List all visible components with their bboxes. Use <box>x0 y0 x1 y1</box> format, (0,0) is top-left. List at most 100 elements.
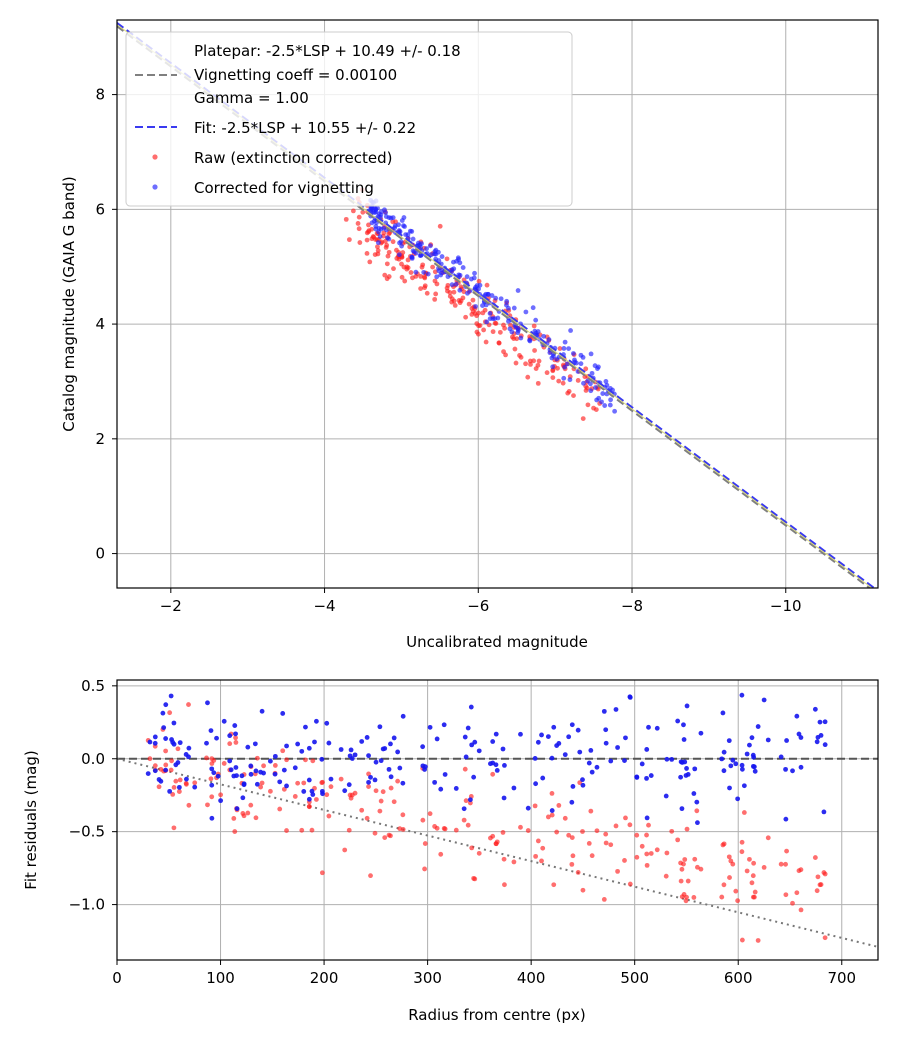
calibration-x-tick-label: −10 <box>770 597 802 615</box>
calibration-raw-point <box>476 278 482 284</box>
calibration-raw-point <box>375 244 380 250</box>
calibration-corrected-point <box>373 209 379 215</box>
calibration-corrected-point <box>392 225 398 231</box>
calibration-corrected-point <box>581 380 586 386</box>
residuals-raw-point <box>168 767 174 773</box>
calibration-raw-point <box>419 264 425 270</box>
residuals-corrected-point <box>535 739 541 745</box>
calibration-x-tick-label: −8 <box>621 597 643 615</box>
residuals-raw-point <box>152 763 158 769</box>
residuals-corrected-point <box>502 762 507 768</box>
residuals-y-tick-label: 0.0 <box>81 750 105 768</box>
calibration-corrected-point <box>530 305 536 311</box>
residuals-corrected-point <box>627 695 633 700</box>
residuals-raw-point <box>319 780 325 786</box>
residuals-raw-point <box>272 763 278 768</box>
residuals-raw-point <box>171 825 177 831</box>
residuals-corrected-point <box>694 799 700 805</box>
calibration-raw-point <box>474 329 480 335</box>
calibration-y-ticks: 0 2 4 6 8 <box>95 86 117 563</box>
residuals-corrected-point <box>488 761 493 767</box>
calibration-raw-point <box>386 231 392 237</box>
residuals-corrected-point <box>152 768 158 774</box>
residuals-corrected-point <box>744 751 750 757</box>
residuals-corrected-point <box>215 773 221 779</box>
residuals-corrected-point <box>253 768 259 774</box>
residuals-corrected-point <box>186 745 192 751</box>
residuals-raw-point <box>613 823 619 829</box>
calibration-raw-point <box>360 209 366 215</box>
residuals-raw-point <box>359 807 365 813</box>
residuals-raw-point <box>204 755 209 761</box>
residuals-raw-point <box>314 797 319 802</box>
residuals-corrected-point <box>812 706 818 712</box>
residuals-corrected-point <box>240 795 246 801</box>
calibration-raw-point <box>364 251 370 256</box>
residuals-corrected-point <box>338 747 344 752</box>
residuals-raw-point <box>186 802 192 808</box>
residuals-corrected-point <box>532 755 538 761</box>
residuals-corrected-point <box>306 777 312 783</box>
residuals-raw-point <box>227 741 233 747</box>
calibration-corrected-point <box>483 291 489 297</box>
residuals-raw-point <box>669 828 675 834</box>
residuals-x-tick-label: 600 <box>724 969 753 987</box>
calibration-raw-point <box>343 216 349 222</box>
residuals-raw-point <box>540 845 546 851</box>
residuals-corrected-point <box>177 740 183 746</box>
residuals-corrected-point <box>388 774 394 780</box>
residuals-raw-point <box>328 784 334 790</box>
residuals-corrected-point <box>525 805 531 811</box>
calibration-corrected-point <box>612 408 618 414</box>
residuals-raw-point <box>798 867 804 873</box>
residuals-raw-point <box>545 814 551 820</box>
calibration-raw-point <box>483 339 489 345</box>
residuals-corrected-point <box>749 735 755 741</box>
residuals-corrected-point <box>494 768 500 773</box>
residuals-raw-point <box>465 822 471 828</box>
calibration-raw-point <box>583 388 589 393</box>
residuals-corrected-point <box>160 710 166 716</box>
residuals-raw-point <box>395 778 401 784</box>
residuals-corrected-point <box>228 767 234 773</box>
residuals-corrected-point <box>741 783 747 789</box>
residuals-corrected-point <box>192 784 198 790</box>
calibration-raw-point <box>523 361 528 367</box>
calibration-raw-point <box>585 402 591 408</box>
residuals-raw-point <box>778 861 784 867</box>
residuals-raw-point <box>554 829 560 835</box>
calibration-raw-point <box>355 221 361 226</box>
residuals-raw-point <box>639 843 645 849</box>
residuals-corrected-point <box>233 731 238 737</box>
residuals-raw-point <box>254 755 260 761</box>
residuals-corrected-point <box>186 754 191 760</box>
residuals-corrected-point <box>391 735 397 741</box>
residuals-raw-point <box>679 894 685 900</box>
residuals-corrected-point <box>211 770 217 776</box>
residuals-corrected-point <box>326 740 332 746</box>
residuals-corrected-point <box>580 782 586 788</box>
residuals-corrected-point <box>205 700 210 706</box>
residuals-corrected-point <box>349 756 355 761</box>
residuals-corrected-point <box>306 796 312 802</box>
residuals-corrected-point <box>554 743 560 748</box>
residuals-raw-point <box>720 842 726 848</box>
calibration-y-tick-label: 0 <box>95 545 105 563</box>
residuals-corrected-point <box>272 753 278 759</box>
residuals-corrected-point <box>388 741 393 747</box>
residuals-corrected-point <box>420 744 426 750</box>
calibration-corrected-point <box>600 391 606 396</box>
residuals-raw-point <box>382 835 388 840</box>
calibration-corrected-point <box>527 338 533 344</box>
residuals-corrected-point <box>500 746 506 752</box>
calibration-corrected-point <box>565 361 570 367</box>
calibration-corrected-point <box>603 379 609 384</box>
calibration-corrected-point <box>472 270 477 276</box>
calibration-raw-point <box>463 314 469 320</box>
residuals-raw-point <box>752 889 758 895</box>
residuals-raw-point <box>427 811 433 817</box>
residuals-corrected-point <box>727 785 732 791</box>
residuals-corrected-point <box>681 737 687 742</box>
residuals-corrected-point <box>176 784 182 790</box>
residuals-raw-point <box>750 873 756 879</box>
